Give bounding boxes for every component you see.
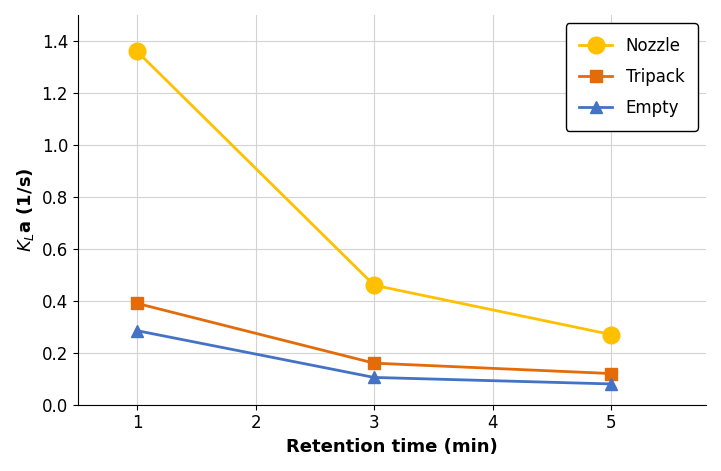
Line: Nozzle: Nozzle bbox=[129, 43, 619, 343]
Empty bbox=[133, 328, 141, 333]
Tripack bbox=[607, 371, 616, 376]
Tripack bbox=[370, 360, 379, 366]
Nozzle bbox=[133, 49, 141, 54]
Line: Tripack: Tripack bbox=[131, 297, 617, 380]
Empty bbox=[607, 381, 616, 387]
Y-axis label: $K_L$a (1/s): $K_L$a (1/s) bbox=[15, 168, 36, 252]
Line: Empty: Empty bbox=[131, 325, 617, 390]
X-axis label: Retention time (min): Retention time (min) bbox=[286, 438, 497, 456]
Legend: Nozzle, Tripack, Empty: Nozzle, Tripack, Empty bbox=[565, 24, 698, 130]
Empty bbox=[370, 374, 379, 380]
Nozzle bbox=[370, 283, 379, 288]
Nozzle bbox=[607, 332, 616, 337]
Tripack bbox=[133, 300, 141, 306]
